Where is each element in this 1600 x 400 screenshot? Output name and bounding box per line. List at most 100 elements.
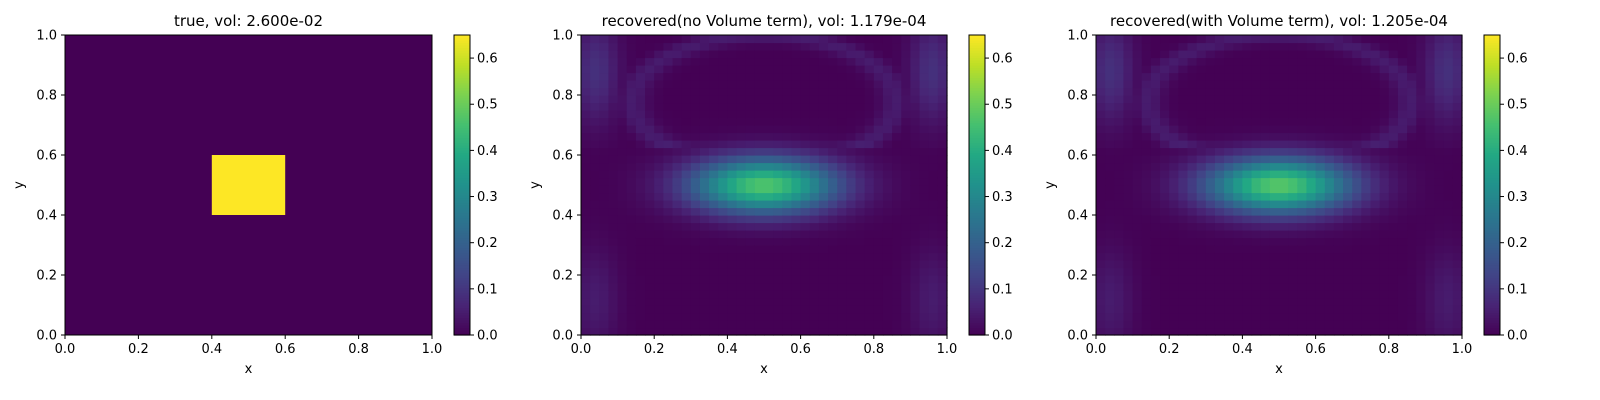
- heatmap-cell: [1361, 290, 1372, 299]
- heatmap-cell: [1315, 200, 1326, 209]
- heatmap-cell: [1324, 320, 1335, 329]
- heatmap-cell: [617, 95, 628, 104]
- heatmap-cell: [581, 290, 591, 299]
- heatmap-cell: [1114, 312, 1125, 321]
- heatmap-cell: [690, 80, 701, 89]
- heatmap-cell: [1196, 185, 1207, 194]
- heatmap-cell: [1196, 147, 1207, 156]
- heatmap-cell: [1096, 215, 1106, 224]
- heatmap-cell: [754, 72, 765, 81]
- colorbar-segment: [1484, 267, 1500, 271]
- heatmap-cell: [1160, 192, 1170, 201]
- heatmap-cell: [1397, 320, 1408, 329]
- heatmap-cell: [818, 72, 829, 81]
- heatmap-cell: [837, 65, 847, 74]
- heatmap-cell: [1114, 42, 1125, 51]
- heatmap-cell: [901, 57, 911, 66]
- heatmap-cell: [791, 72, 802, 81]
- colorbar-segment: [1484, 270, 1500, 274]
- heatmap-cell: [1361, 117, 1372, 126]
- colorbar-segment: [454, 125, 470, 129]
- colorbar-segment: [1484, 217, 1500, 221]
- heatmap-cell: [1260, 87, 1271, 96]
- heatmap-cell: [1105, 65, 1115, 74]
- heatmap-cell: [773, 42, 783, 51]
- heatmap-cell: [1251, 42, 1262, 51]
- colorbar-segment: [969, 145, 985, 149]
- y-tick-label: 0.4: [552, 209, 573, 224]
- heatmap-cell: [745, 102, 756, 111]
- heatmap-cell: [837, 305, 847, 314]
- colorbar-segment: [454, 320, 470, 324]
- heatmap-cell: [1178, 207, 1189, 216]
- heatmap-cell: [1425, 42, 1436, 51]
- heatmap-cell: [663, 132, 674, 141]
- heatmap-cell: [1361, 132, 1372, 141]
- heatmap-cell: [1333, 260, 1344, 269]
- heatmap-cell: [1150, 72, 1161, 81]
- heatmap-cell: [699, 275, 710, 284]
- heatmap-cell: [1141, 207, 1152, 216]
- heatmap-cell: [590, 35, 600, 44]
- heatmap-cell: [1361, 312, 1372, 321]
- subplot-title: recovered(with Volume term), vol: 1.205e…: [1110, 12, 1448, 30]
- y-tick-label: 1.0: [36, 29, 57, 44]
- colorbar-segment: [969, 240, 985, 244]
- heatmap-cell: [1407, 215, 1417, 224]
- heatmap-cell: [1379, 95, 1390, 104]
- heatmap-cell: [901, 95, 911, 104]
- colorbar-segment: [969, 202, 985, 206]
- heatmap-cell: [754, 260, 765, 269]
- colorbar-segment: [969, 242, 985, 246]
- heatmap-cell: [1370, 230, 1381, 239]
- heatmap-cell: [709, 72, 719, 81]
- heatmap-cell: [919, 260, 930, 269]
- heatmap-cell: [928, 72, 939, 81]
- colorbar-segment: [1484, 250, 1500, 254]
- heatmap-cell: [818, 117, 829, 126]
- heatmap-cell: [1388, 192, 1399, 201]
- heatmap-cell: [937, 275, 948, 284]
- heatmap-cell: [800, 222, 811, 231]
- heatmap-cell: [1105, 275, 1115, 284]
- heatmap-cell: [745, 95, 756, 104]
- heatmap-cell: [581, 222, 591, 231]
- heatmap-cell: [663, 147, 674, 156]
- heatmap-cell: [855, 35, 866, 44]
- colorbar-segment: [969, 95, 985, 99]
- colorbar-tick-label: 0.3: [477, 190, 498, 205]
- heatmap-cell: [818, 252, 829, 261]
- heatmap-cell: [699, 207, 710, 216]
- heatmap-cell: [1370, 192, 1381, 201]
- heatmap-cell: [1214, 222, 1225, 231]
- heatmap-cell: [709, 125, 719, 134]
- heatmap-cell: [718, 177, 728, 186]
- heatmap-cell: [672, 282, 683, 291]
- heatmap-cell: [1361, 260, 1372, 269]
- heatmap-cell: [590, 72, 600, 81]
- heatmap-cell: [1352, 80, 1362, 89]
- heatmap-cell: [809, 42, 820, 51]
- heatmap-cell: [1251, 237, 1262, 246]
- colorbar-tick-label: 0.0: [477, 329, 498, 344]
- heatmap-cell: [745, 132, 756, 141]
- heatmap-cell: [1333, 207, 1344, 216]
- heatmap-cell: [699, 80, 710, 89]
- heatmap-cell: [608, 200, 619, 209]
- heatmap-cell: [1205, 140, 1216, 149]
- heatmap-cell: [1114, 87, 1125, 96]
- heatmap-cell: [1306, 200, 1317, 209]
- heatmap-cell: [800, 290, 811, 299]
- heatmap-cell: [1160, 50, 1170, 59]
- heatmap-cell: [1388, 275, 1399, 284]
- heatmap-cell: [764, 65, 774, 74]
- heatmap-cell: [1397, 282, 1408, 291]
- heatmap-cell: [873, 320, 884, 329]
- heatmap-cell: [1169, 245, 1179, 254]
- heatmap-cell: [1242, 252, 1253, 261]
- heatmap-cell: [892, 42, 902, 51]
- heatmap-cell: [837, 260, 847, 269]
- heatmap-cell: [1443, 57, 1454, 66]
- heatmap-cell: [1187, 147, 1198, 156]
- heatmap-cell: [1251, 80, 1262, 89]
